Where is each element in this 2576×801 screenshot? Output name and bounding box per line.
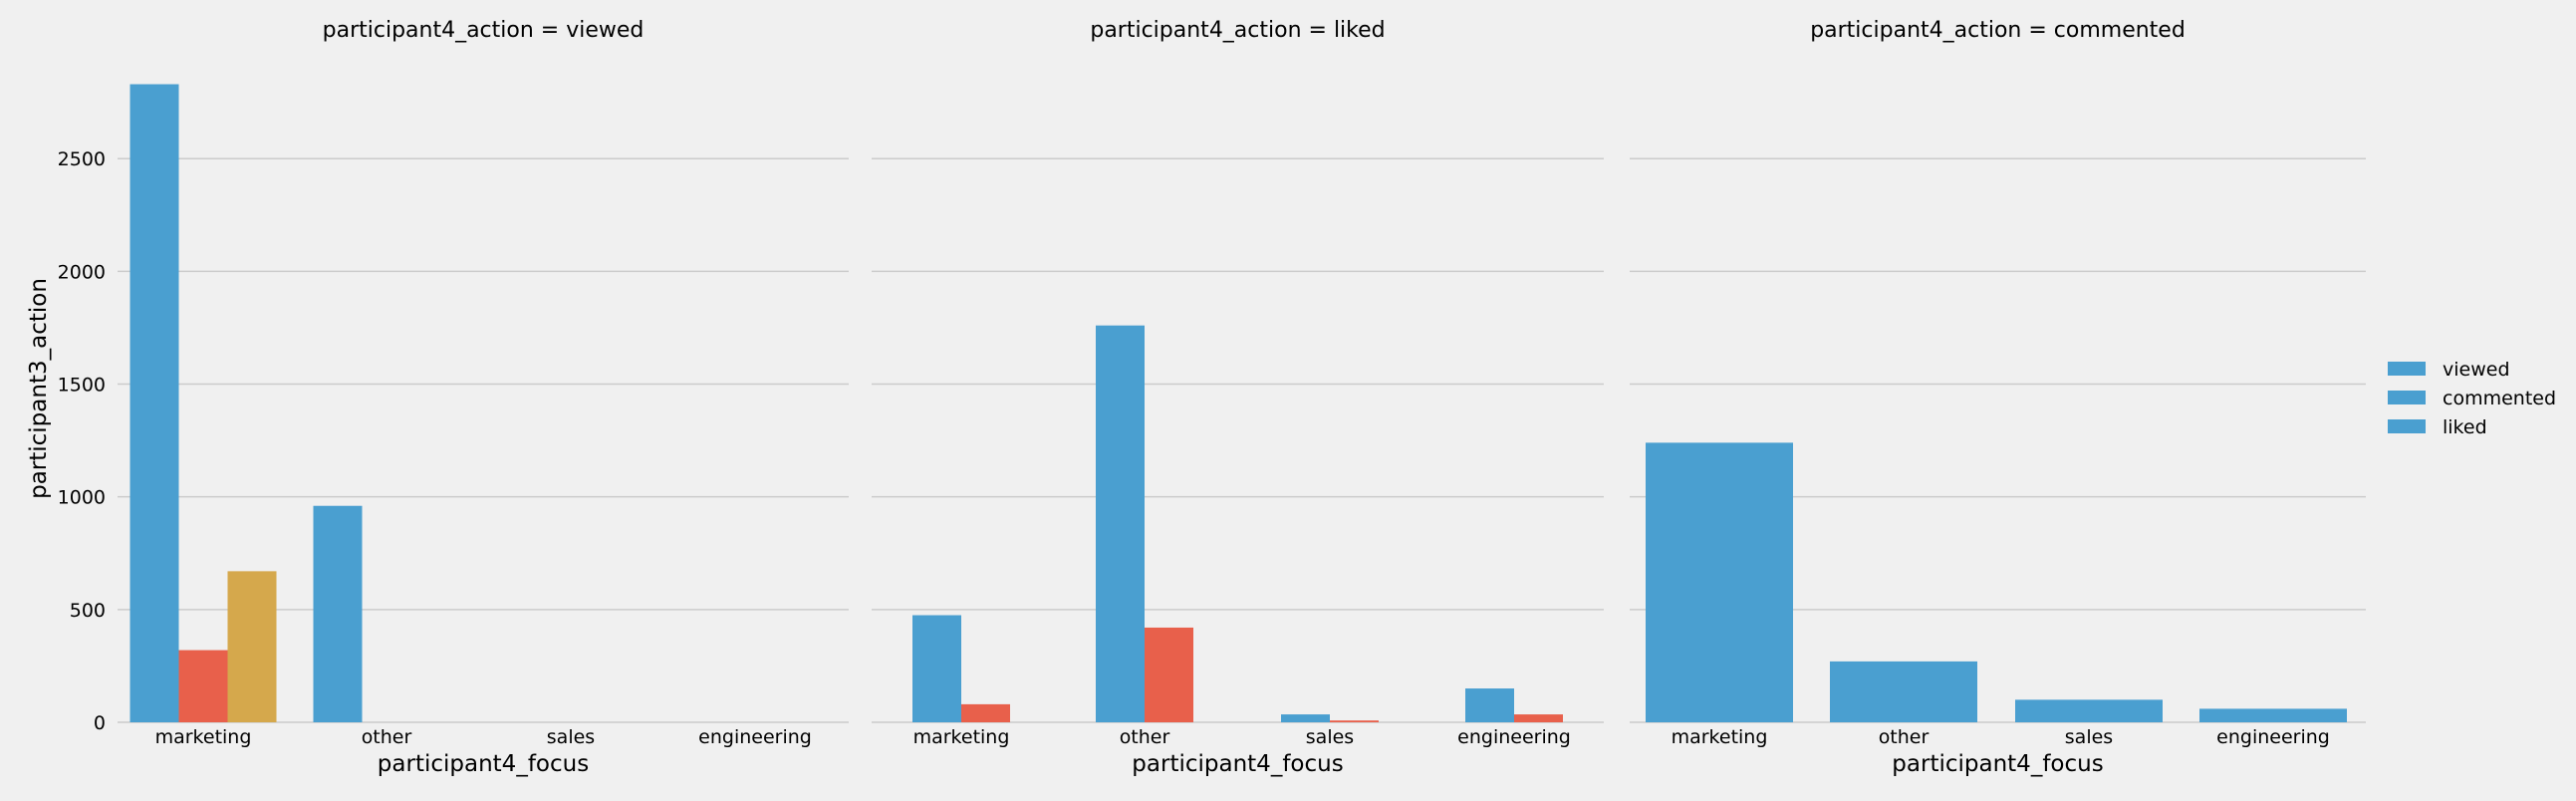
bar-p0-s0-c0 (129, 84, 179, 723)
x-tick-label-p0-3: engineering (698, 726, 812, 748)
y-tick-label-4: 2000 (58, 261, 106, 283)
panel-title-2: participant4_action = commented (1810, 18, 2186, 43)
legend-swatch-1 (2388, 391, 2426, 404)
x-tick-label-p1-3: engineering (1457, 726, 1571, 748)
x-tick-label-p1-2: sales (1306, 726, 1354, 748)
x-axis-label-2: participant4_focus (1892, 751, 2103, 777)
x-tick-label-p0-0: marketing (155, 726, 252, 748)
bar-p1-s0-c0 (912, 615, 961, 722)
y-tick-label-0: 0 (94, 712, 106, 734)
bar-p2-s0-c2 (2015, 699, 2163, 722)
legend-label-0: viewed (2443, 359, 2510, 381)
bar-p1-s0-c1 (1096, 325, 1145, 722)
bar-p2-s0-c3 (2199, 708, 2347, 722)
x-axis-label-0: participant4_focus (378, 751, 589, 777)
bar-p1-s1-c3 (1514, 714, 1563, 722)
legend-label-1: commented (2443, 388, 2556, 409)
x-tick-label-p1-0: marketing (913, 726, 1010, 748)
panel-title-1: participant4_action = liked (1090, 18, 1385, 43)
x-tick-label-p0-2: sales (547, 726, 595, 748)
bar-p0-s0-c1 (313, 505, 363, 722)
bar-p1-s0-c2 (1281, 714, 1330, 722)
legend-swatch-0 (2388, 362, 2426, 376)
x-tick-label-p2-0: marketing (1672, 726, 1768, 748)
bar-p2-s0-c1 (1830, 661, 1977, 722)
legend-swatch-2 (2388, 419, 2426, 433)
x-tick-label-p1-1: other (1120, 726, 1170, 748)
bar-p2-s0-c0 (1646, 442, 1793, 722)
y-tick-label-1: 500 (70, 600, 106, 622)
x-tick-label-p2-3: engineering (2216, 726, 2330, 748)
bar-p0-s2-c0 (227, 571, 277, 722)
y-tick-label-2: 1000 (58, 487, 106, 509)
bar-p1-s1-c1 (1145, 627, 1193, 722)
x-tick-label-p2-1: other (1879, 726, 1930, 748)
x-tick-label-p0-1: other (362, 726, 412, 748)
y-axis-label: participant3_action (26, 278, 52, 499)
y-tick-label-3: 1500 (58, 375, 106, 397)
x-tick-label-p2-2: sales (2065, 726, 2113, 748)
x-axis-label-1: participant4_focus (1132, 751, 1343, 777)
y-tick-label-5: 2500 (58, 148, 106, 170)
bar-p1-s1-c0 (961, 703, 1010, 722)
legend-label-2: liked (2443, 416, 2487, 438)
panel-title-0: participant4_action = viewed (323, 18, 644, 43)
bar-p1-s0-c3 (1465, 688, 1514, 722)
bar-p1-s1-c2 (1330, 720, 1379, 722)
bar-p0-s1-c0 (178, 650, 228, 722)
